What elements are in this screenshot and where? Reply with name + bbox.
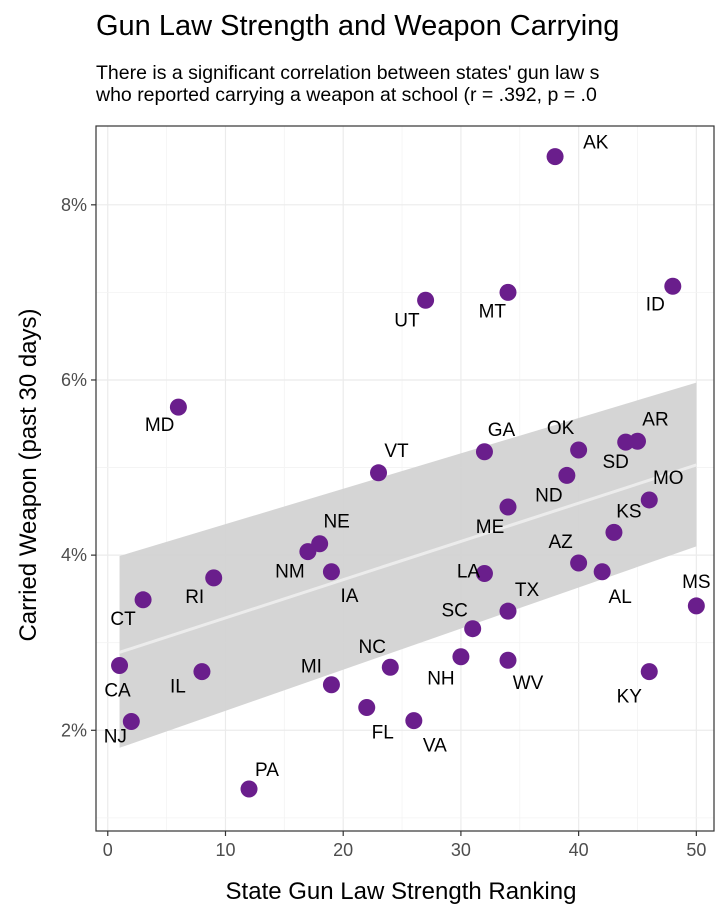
point-label-mo: MO: [653, 468, 684, 489]
x-tick-label: 50: [686, 840, 706, 860]
point-label-ia: IA: [340, 586, 358, 607]
data-point-wv: [499, 651, 517, 669]
plot-panel-border: [95, 125, 715, 832]
y-tick-label: 2%: [61, 720, 87, 740]
axes-layer: 0 10 20 30 40 50 2% 4% 6% 8%: [61, 195, 706, 860]
data-point-ks: [605, 523, 623, 541]
point-label-md: MD: [145, 415, 175, 436]
x-tick-label: 0: [103, 840, 113, 860]
x-tick-label: 20: [333, 840, 353, 860]
x-tick-label: 10: [215, 840, 235, 860]
point-label-al: AL: [609, 587, 632, 608]
data-point-az: [570, 554, 588, 572]
point-label-mi: MI: [301, 657, 322, 678]
point-label-ok: OK: [547, 418, 575, 439]
point-label-vt: VT: [384, 441, 409, 462]
point-label-wv: WV: [513, 673, 544, 694]
chart-subtitle: There is a significant correlation betwe…: [96, 62, 599, 106]
data-point-ga: [475, 443, 493, 461]
point-label-ms: MS: [682, 572, 711, 593]
y-tick-label: 8%: [61, 195, 87, 215]
data-point-ky: [640, 663, 658, 681]
data-point-la: [475, 565, 493, 583]
point-label-ga: GA: [488, 420, 516, 441]
point-label-ak: AK: [583, 133, 609, 154]
point-label-nh: NH: [427, 669, 454, 690]
point-label-il: IL: [170, 677, 186, 698]
data-point-ut: [417, 291, 435, 309]
data-point-al: [593, 563, 611, 581]
data-point-pa: [240, 780, 258, 798]
data-point-ak: [546, 148, 564, 166]
point-label-ut: UT: [394, 310, 420, 331]
x-tick-label: 30: [451, 840, 471, 860]
data-point-nh: [452, 648, 470, 666]
point-label-me: ME: [476, 517, 505, 538]
point-label-ca: CA: [104, 680, 131, 701]
point-label-id: ID: [646, 294, 665, 315]
data-point-nj: [122, 713, 140, 731]
data-point-va: [405, 712, 423, 730]
data-point-ok: [570, 441, 588, 459]
point-label-tx: TX: [515, 580, 540, 601]
data-point-md: [169, 398, 187, 416]
x-axis-title: State Gun Law Strength Ranking: [226, 878, 577, 905]
data-point-sd: [617, 433, 635, 451]
point-label-pa: PA: [255, 760, 279, 781]
data-point-sc: [464, 620, 482, 638]
point-label-ri: RI: [185, 587, 204, 608]
point-label-nm: NM: [275, 562, 305, 583]
point-label-ar: AR: [642, 409, 668, 430]
point-label-nc: NC: [359, 637, 386, 658]
confidence-band-layer: [119, 382, 697, 748]
y-axis-title: Carried Weapon (past 30 days): [15, 308, 42, 641]
x-tick-label: 40: [569, 840, 589, 860]
point-label-nd: ND: [535, 485, 562, 506]
point-label-ne: NE: [323, 512, 349, 533]
data-point-vt: [370, 464, 388, 482]
data-point-ri: [205, 569, 223, 587]
point-label-ky: KY: [617, 687, 643, 708]
data-point-ia: [322, 563, 340, 581]
point-labels-layer: AK ID UT MT MD GA OK AR SD VT ND MO ME KS NE NM AZ LA IA AL…: [104, 133, 711, 781]
y-tick-label: 6%: [61, 370, 87, 390]
data-point-ms: [687, 597, 705, 615]
data-point-mt: [499, 283, 517, 301]
subtitle-line-2: who reported carrying a weapon at school…: [96, 84, 597, 106]
point-label-va: VA: [423, 736, 447, 757]
data-point-nd: [558, 466, 576, 484]
data-point-me: [499, 498, 517, 516]
y-tick-label: 4%: [61, 545, 87, 565]
point-label-fl: FL: [372, 723, 394, 744]
point-label-ct: CT: [110, 609, 136, 630]
data-point-mi: [322, 676, 340, 694]
data-point-id: [664, 277, 682, 295]
data-point-fl: [358, 699, 376, 717]
data-point-ct: [134, 591, 152, 609]
point-label-sc: SC: [441, 601, 467, 622]
point-label-sd: SD: [603, 452, 629, 473]
data-point-nm: [299, 543, 317, 561]
point-label-la: LA: [457, 562, 481, 583]
data-point-nc: [381, 658, 399, 676]
point-label-nj: NJ: [104, 727, 127, 748]
data-point-il: [193, 663, 211, 681]
subtitle-line-1: There is a significant correlation betwe…: [96, 62, 600, 84]
data-point-tx: [499, 602, 517, 620]
data-point-mo: [640, 491, 658, 509]
point-label-az: AZ: [548, 532, 573, 553]
data-point-ca: [111, 656, 129, 674]
points-layer: [111, 148, 705, 798]
confidence-band: [119, 382, 697, 748]
point-label-ks: KS: [616, 501, 641, 522]
point-label-mt: MT: [479, 301, 507, 322]
trend-line: [119, 463, 697, 654]
chart-title: Gun Law Strength and Weapon Carrying: [96, 10, 620, 42]
